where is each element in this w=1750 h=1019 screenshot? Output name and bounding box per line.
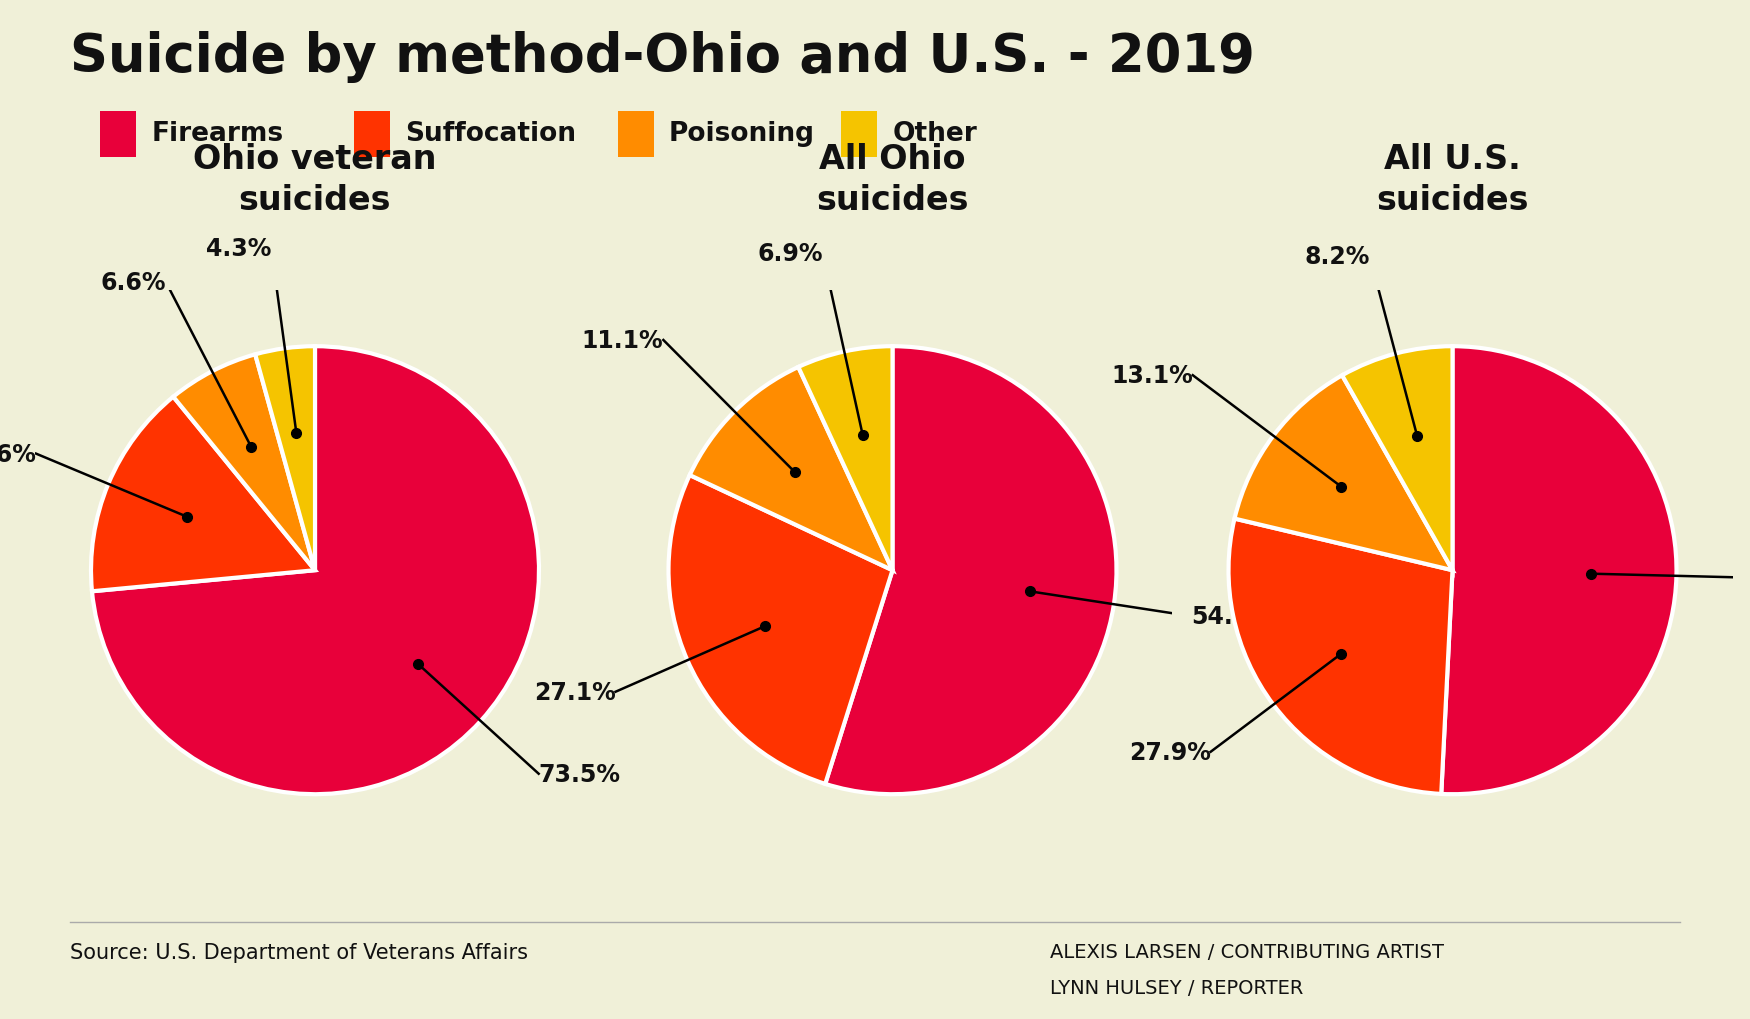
Bar — [100, 112, 136, 158]
Text: Source: U.S. Department of Veterans Affairs: Source: U.S. Department of Veterans Affa… — [70, 943, 528, 963]
Wedge shape — [1442, 346, 1676, 795]
Title: All U.S.
suicides: All U.S. suicides — [1376, 144, 1530, 217]
Text: Suffocation: Suffocation — [404, 120, 576, 147]
Wedge shape — [690, 368, 892, 571]
Bar — [842, 112, 877, 158]
Title: All Ohio
suicides: All Ohio suicides — [816, 144, 970, 217]
Wedge shape — [826, 346, 1116, 795]
Wedge shape — [1228, 519, 1452, 794]
Text: 73.5%: 73.5% — [539, 762, 621, 786]
Text: 54.8%: 54.8% — [1192, 604, 1274, 629]
Text: LYNN HULSEY / REPORTER: LYNN HULSEY / REPORTER — [1050, 978, 1304, 998]
Text: Poisoning: Poisoning — [668, 120, 816, 147]
Text: 15.6%: 15.6% — [0, 442, 37, 466]
Wedge shape — [668, 476, 892, 784]
Text: Other: Other — [892, 120, 977, 147]
Bar — [618, 112, 654, 158]
Bar — [354, 112, 390, 158]
Text: 13.1%: 13.1% — [1111, 364, 1194, 388]
Text: 4.3%: 4.3% — [206, 237, 271, 261]
Wedge shape — [798, 346, 892, 571]
Text: 8.2%: 8.2% — [1304, 245, 1370, 269]
Wedge shape — [1234, 376, 1452, 571]
Text: Suicide by method-Ohio and U.S. - 2019: Suicide by method-Ohio and U.S. - 2019 — [70, 31, 1255, 83]
Wedge shape — [91, 397, 315, 592]
Text: 27.9%: 27.9% — [1129, 740, 1211, 764]
Text: Firearms: Firearms — [150, 120, 284, 147]
Wedge shape — [93, 346, 539, 795]
Text: 27.1%: 27.1% — [534, 680, 616, 704]
Wedge shape — [255, 346, 315, 571]
Text: 6.9%: 6.9% — [758, 242, 822, 266]
Text: ALEXIS LARSEN / CONTRIBUTING ARTIST: ALEXIS LARSEN / CONTRIBUTING ARTIST — [1050, 943, 1444, 962]
Text: 11.1%: 11.1% — [581, 329, 663, 353]
Wedge shape — [173, 355, 315, 571]
Wedge shape — [1342, 346, 1452, 571]
Text: 6.6%: 6.6% — [100, 270, 166, 294]
Title: Ohio veteran
suicides: Ohio veteran suicides — [192, 144, 438, 217]
